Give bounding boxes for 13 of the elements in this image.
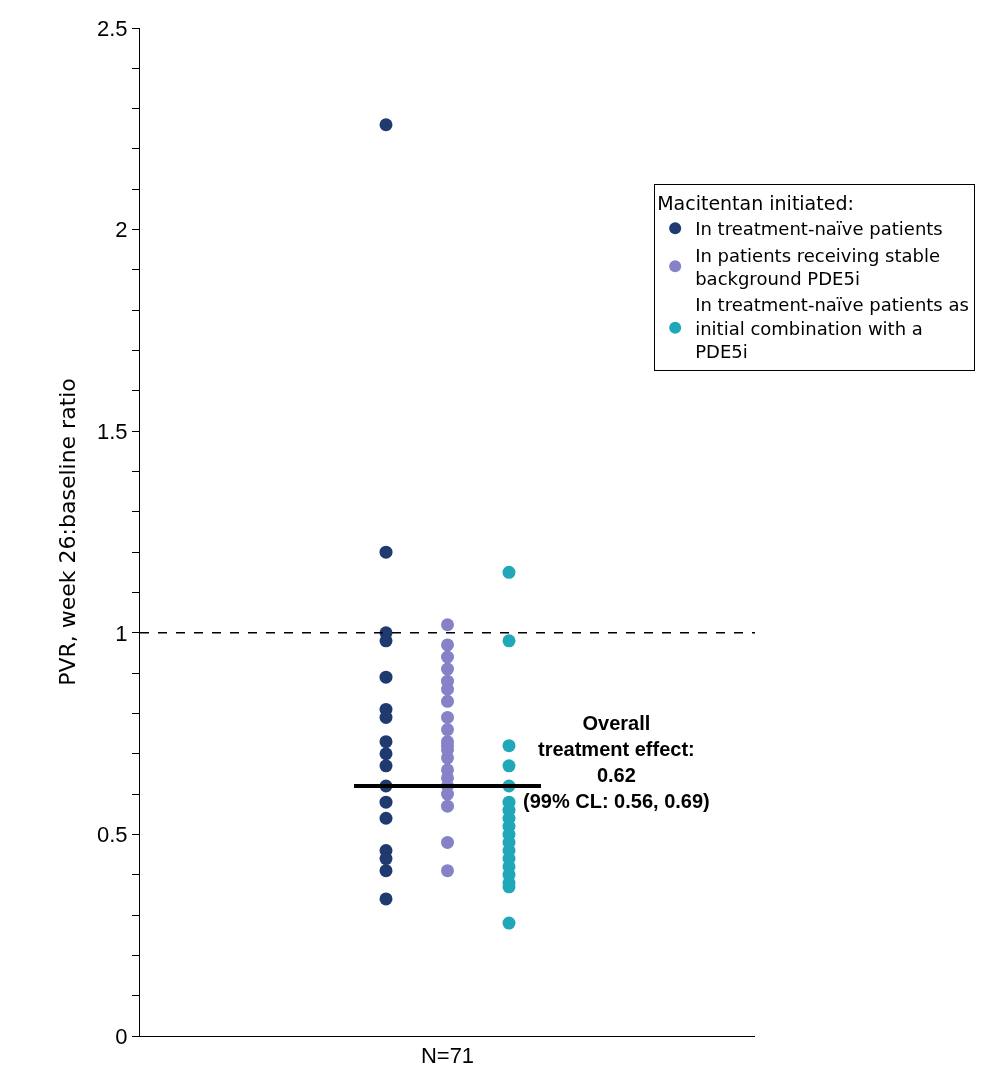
y-tick-label: 2 — [115, 217, 128, 243]
x-tick-label: N=71 — [420, 1043, 475, 1069]
y-tick-label: 0 — [115, 1023, 128, 1049]
y-tick-label: 2.5 — [97, 15, 128, 41]
legend-title: Macitentan initiated: — [657, 191, 854, 214]
y-axis-title: PVR, week 26:baseline ratio — [54, 378, 80, 686]
y-tick-label: 1.5 — [97, 418, 128, 444]
y-tick-label: 0.5 — [97, 822, 128, 848]
annotation: Overall treatment effect: 0.62 (99% CL: 0.56, 0.69) — [523, 712, 710, 812]
legend-label: In patients receiving stable background PDE5i — [695, 244, 940, 289]
y-tick-label: 1 — [115, 620, 128, 646]
legend-label: In treatment-naïve patients as initial combination with a PDE5i — [695, 294, 969, 363]
legend-label: In treatment-naïve patients — [695, 218, 943, 240]
